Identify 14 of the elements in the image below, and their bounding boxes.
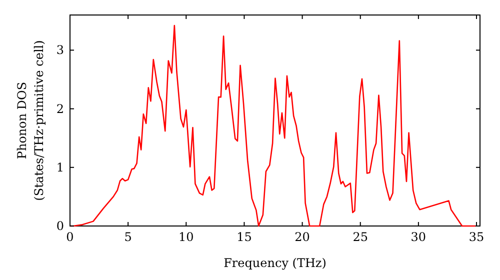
y-tick-label: 0	[56, 219, 64, 233]
y-tick-label: 2	[56, 102, 64, 116]
y-tick-label: 1	[56, 160, 64, 174]
x-tick-label: 15	[236, 230, 252, 244]
x-tick-label: 10	[178, 230, 194, 244]
x-tick-label: 30	[410, 230, 426, 244]
x-tick-label: 0	[66, 230, 74, 244]
x-tick-label: 25	[352, 230, 368, 244]
x-tick-label: 20	[294, 230, 310, 244]
y-tick-label: 3	[56, 43, 64, 58]
x-axis-title: Frequency (THz)	[224, 256, 326, 270]
y-axis-title: Phonon DOS (States/THz·primitive cell)	[15, 40, 46, 201]
x-tick-label: 35	[468, 230, 484, 244]
x-tick-label: 5	[124, 230, 132, 244]
